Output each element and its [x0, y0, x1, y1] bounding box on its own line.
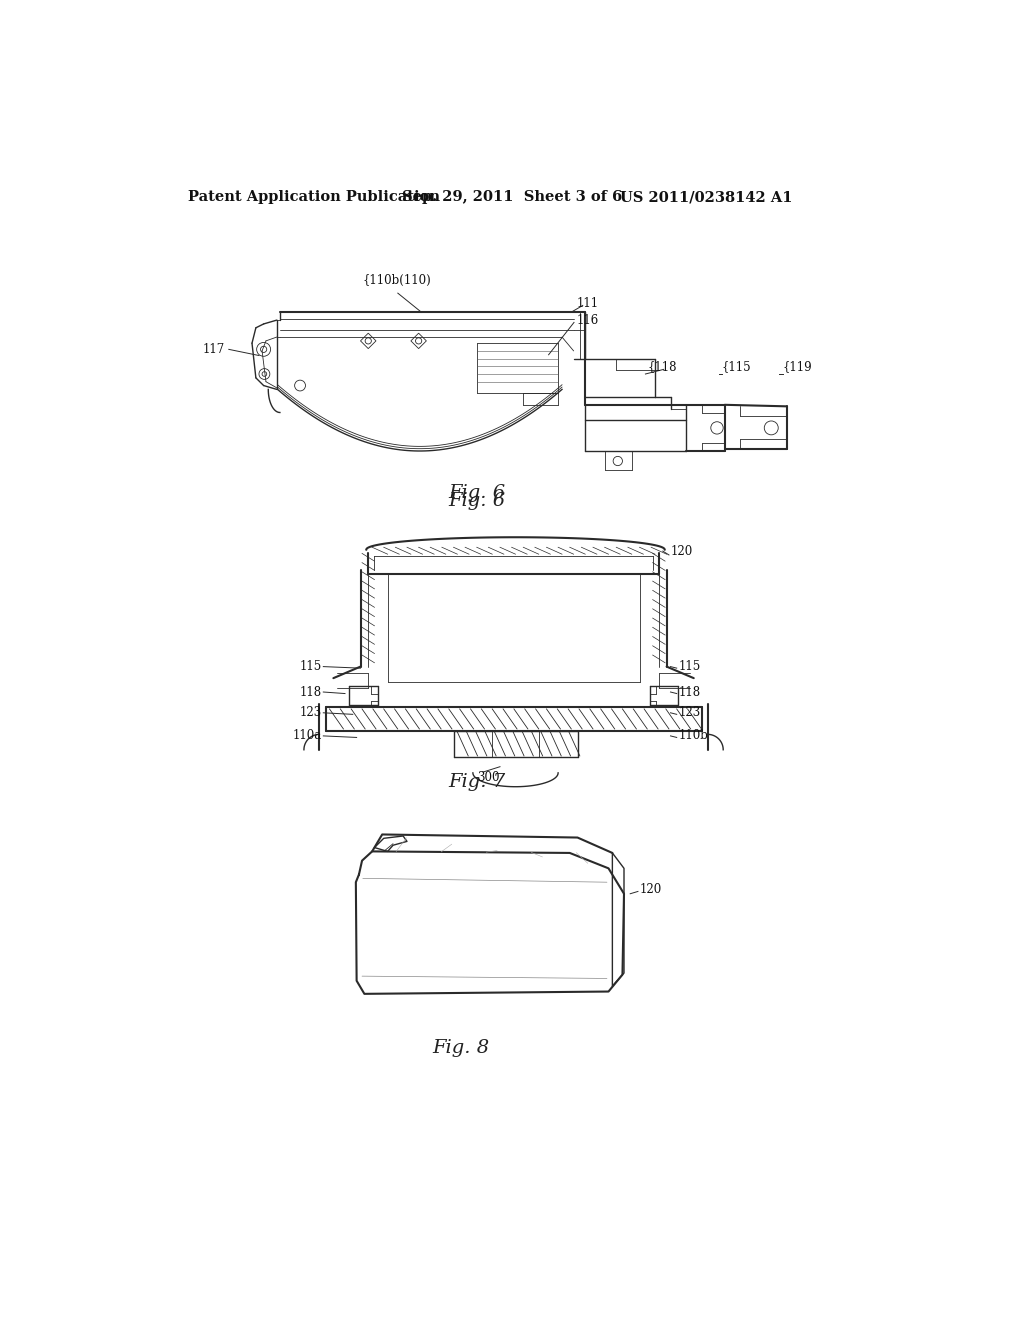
Text: US 2011/0238142 A1: US 2011/0238142 A1	[620, 190, 793, 205]
Text: {115: {115	[722, 360, 752, 372]
Text: 116: 116	[577, 314, 599, 326]
Text: 120: 120	[640, 883, 662, 896]
Text: 118: 118	[678, 685, 700, 698]
Text: Fig. 6: Fig. 6	[449, 484, 505, 503]
Text: 110b: 110b	[678, 730, 709, 742]
Text: {119: {119	[782, 360, 812, 372]
Text: 117: 117	[203, 343, 225, 356]
Text: 123: 123	[299, 706, 322, 719]
Text: 300: 300	[477, 771, 500, 784]
Text: 110a: 110a	[293, 730, 322, 742]
Text: Fig. 8: Fig. 8	[433, 1039, 489, 1057]
Text: 123: 123	[678, 706, 700, 719]
Text: 118: 118	[300, 685, 322, 698]
Text: Patent Application Publication: Patent Application Publication	[187, 190, 439, 205]
Text: Fig. 6: Fig. 6	[449, 492, 506, 510]
Text: {110b(110): {110b(110)	[362, 275, 431, 286]
Text: 115: 115	[678, 660, 700, 673]
Text: Sep. 29, 2011  Sheet 3 of 6: Sep. 29, 2011 Sheet 3 of 6	[401, 190, 622, 205]
Text: 111: 111	[577, 297, 598, 310]
Text: Fig. 7: Fig. 7	[449, 774, 505, 791]
Text: 120: 120	[671, 545, 693, 557]
Text: 115: 115	[299, 660, 322, 673]
Text: {118: {118	[648, 360, 677, 372]
